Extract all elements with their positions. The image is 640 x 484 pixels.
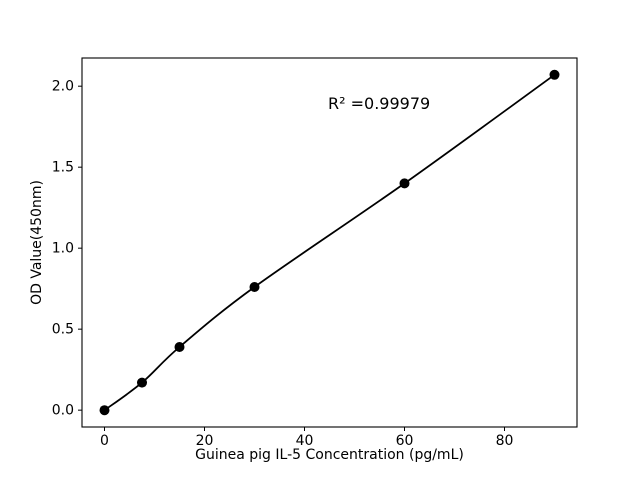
data-point [399, 178, 410, 189]
y-tick-label: 0.5 [52, 322, 74, 338]
y-tick-label: 0.0 [52, 403, 74, 419]
chart-plot-area: 0 20 40 60 80 0.0 0.5 1.0 1.5 2.0 [52, 57, 578, 449]
x-axis-label: Guinea pig IL-5 Concentration (pg/mL) [195, 447, 464, 463]
x-tick-label: 60 [396, 433, 414, 449]
x-tick-label: 0 [100, 433, 109, 449]
x-tick-label: 40 [296, 433, 314, 449]
data-point [137, 377, 147, 388]
y-tick-label: 2.0 [52, 79, 74, 95]
r-squared-annotation: R² =0.99979 [328, 94, 430, 113]
y-axis-label: OD Value(450nm) [29, 180, 45, 305]
x-tick-label: 20 [196, 433, 214, 449]
data-point [249, 282, 260, 292]
y-tick-label: 1.5 [52, 160, 74, 176]
y-tick-label: 1.0 [52, 241, 74, 257]
data-point [99, 405, 110, 416]
data-point [174, 342, 185, 352]
x-tick-label: 80 [496, 433, 514, 449]
data-point [549, 69, 560, 80]
